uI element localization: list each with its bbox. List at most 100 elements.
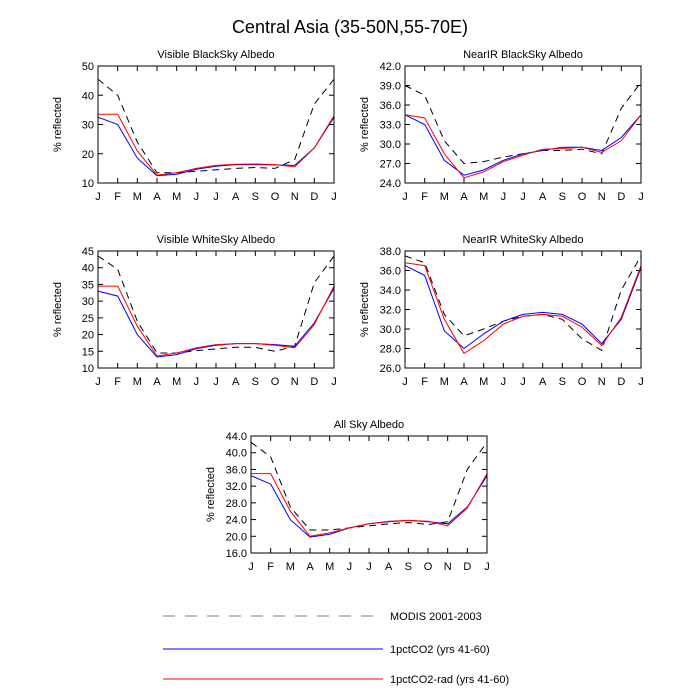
x-tick-label: D [310,191,318,203]
x-tick-label: D [617,191,625,203]
chart-panels: Visible BlackSky Albedo % reflected 10 20 30… [52,49,644,573]
plot-frame [404,250,642,369]
x-tick-label: J [638,376,644,388]
x-tick-label: J [248,561,254,573]
x-tick-label: J [366,561,372,573]
series-line-modis [97,255,335,354]
panel-title: NearIR WhiteSky Albedo [462,234,583,246]
x-tick-label: M [440,191,449,203]
series-line-pctco2 [404,114,642,176]
y-tick-label: 28.0 [380,344,401,356]
x-tick-label: J [501,191,507,203]
y-tick-label: 30 [82,120,94,132]
x-tick-label: F [421,376,428,388]
y-tick-label: 45 [82,246,94,258]
y-tick-label: 27.0 [380,159,401,171]
x-tick-label: S [559,191,566,203]
x-tick-label: A [232,376,240,388]
x-tick-label: J [95,191,101,203]
legend: MODIS 2001-2003 1pctCO2 (yrs 41-60) 1pctCO… [163,611,509,686]
panel-title: Visible WhiteSky Albedo [157,234,275,246]
plot-frame [404,65,642,184]
chart-panel-5: All Sky Albedo % reflected 16.0 20.0 24.0 28.… [205,419,490,573]
y-tick-label: 40 [82,90,94,102]
y-tick-label: 32.0 [226,481,247,493]
x-tick-label: A [539,191,547,203]
series-line-pctco2 [404,265,642,350]
chart-panel-4: NearIR WhiteSky Albedo % reflected 26.0 28.… [359,234,644,388]
x-tick-label: S [405,561,412,573]
y-tick-label: 32.0 [380,305,401,317]
x-tick-label: J [520,376,526,388]
x-tick-label: J [194,191,200,203]
y-axis-label: % reflected [359,97,371,152]
y-tick-label: 34.0 [380,285,401,297]
x-tick-label: F [421,191,428,203]
x-tick-label: N [598,191,606,203]
x-tick-label: N [598,376,606,388]
x-tick-label: O [424,561,433,573]
x-tick-label: O [578,191,587,203]
x-tick-label: A [385,561,393,573]
y-tick-label: 20 [82,330,94,342]
y-tick-label: 30.0 [380,139,401,151]
plot-frame [97,250,335,369]
series-line-modis [404,81,642,165]
y-tick-label: 36.0 [380,100,401,112]
x-tick-label: O [578,376,587,388]
x-tick-label: N [291,191,299,203]
x-tick-label: M [479,191,488,203]
x-tick-label: M [286,561,295,573]
y-tick-label: 26.0 [380,363,401,375]
x-tick-label: A [153,376,161,388]
series-line-modis [97,78,335,174]
y-tick-label: 15 [82,346,94,358]
series-line-pctco2 [97,288,335,358]
y-axis-label: % reflected [205,467,217,522]
chart-panel-3: Visible WhiteSky Albedo % reflected 10 15 20… [52,234,337,388]
y-tick-label: 36.0 [226,464,247,476]
x-tick-label: J [331,376,337,388]
x-tick-label: J [501,376,507,388]
x-tick-label: J [95,376,101,388]
x-tick-label: M [325,561,334,573]
series-line-pctco2 [250,475,488,538]
y-tick-label: 30.0 [380,324,401,336]
x-tick-label: A [539,376,547,388]
y-tick-label: 24.0 [380,178,401,190]
x-tick-label: M [172,376,181,388]
x-tick-label: J [213,191,219,203]
x-tick-label: S [252,376,259,388]
x-tick-label: M [133,376,142,388]
x-tick-label: A [460,191,468,203]
figure-title: Central Asia (35-50N,55-70E) [232,17,468,37]
y-tick-label: 40.0 [226,448,247,460]
x-tick-label: A [232,191,240,203]
x-tick-label: O [271,191,280,203]
y-tick-label: 44.0 [226,431,247,443]
chart-panel-2: NearIR BlackSky Albedo % reflected 24.0 27.… [359,49,644,203]
x-tick-label: S [559,376,566,388]
x-tick-label: J [347,561,353,573]
y-tick-label: 20 [82,149,94,161]
x-tick-label: A [460,376,468,388]
y-tick-label: 36.0 [380,266,401,278]
y-tick-label: 39.0 [380,81,401,93]
y-tick-label: 16.0 [226,548,247,560]
y-tick-label: 38.0 [380,246,401,258]
legend-label-pctco2: 1pctCO2 (yrs 41-60) [390,644,490,656]
x-tick-label: M [440,376,449,388]
plot-frame [250,435,488,554]
x-tick-label: J [402,376,408,388]
x-tick-label: S [252,191,259,203]
x-tick-label: O [271,376,280,388]
x-tick-label: J [484,561,490,573]
y-tick-label: 35 [82,279,94,291]
x-tick-label: D [463,561,471,573]
x-tick-label: A [153,191,161,203]
legend-label-pctco2_rad: 1pctCO2-rad (yrs 41-60) [390,674,509,686]
y-tick-label: 25 [82,313,94,325]
x-tick-label: F [267,561,274,573]
x-tick-label: F [114,376,121,388]
x-tick-label: N [291,376,299,388]
